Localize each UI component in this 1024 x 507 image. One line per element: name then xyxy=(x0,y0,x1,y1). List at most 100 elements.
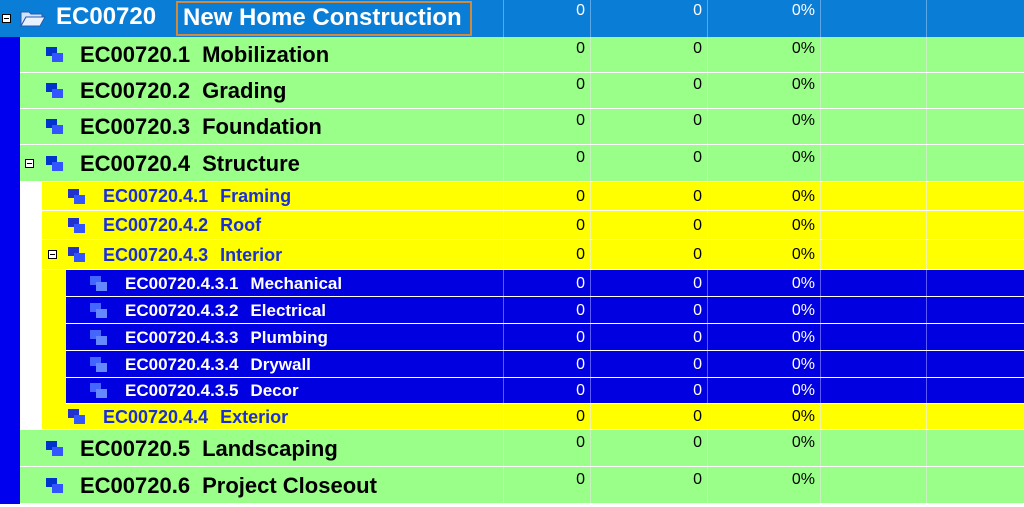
root-title[interactable]: New Home Construction xyxy=(176,1,472,36)
task-row[interactable]: EC00720.4.2 Roof 0 0 0% xyxy=(42,211,1024,240)
task-row[interactable]: EC00720.4.4 Exterior 0 0 0% xyxy=(42,404,1024,430)
column-divider xyxy=(820,240,821,270)
task-name[interactable]: Framing xyxy=(220,186,292,206)
task-block-back xyxy=(46,478,57,487)
task-block-back xyxy=(46,441,57,450)
task-block-back xyxy=(90,276,101,285)
column-divider xyxy=(926,324,927,351)
task-code: EC00720.4.1 xyxy=(103,186,209,206)
task-col2-value: 0 xyxy=(693,217,702,234)
task-code: EC00720.4.3.5 xyxy=(125,381,239,400)
task-block-back xyxy=(46,83,57,92)
collapse-toggle[interactable] xyxy=(48,250,57,259)
root-task-row[interactable]: EC00720 New Home Construction 0 0 0% xyxy=(0,0,1024,37)
task-col2-value: 0 xyxy=(693,408,702,425)
column-divider xyxy=(503,145,504,182)
task-row[interactable]: EC00720.3 Foundation 0 0 0% xyxy=(20,109,1024,145)
collapse-toggle[interactable] xyxy=(25,159,34,168)
root-code: EC00720 xyxy=(56,3,157,30)
column-divider xyxy=(707,351,708,378)
task-col2-value: 0 xyxy=(693,434,702,451)
task-blocks-icon xyxy=(46,119,64,135)
task-row[interactable]: EC00720.6 Project Closeout 0 0 0% xyxy=(20,467,1024,504)
task-row[interactable]: EC00720.4.3.5 Decor 0 0 0% xyxy=(66,378,1024,404)
column-divider xyxy=(926,240,927,270)
task-block-back xyxy=(68,218,79,227)
task-col2-value: 0 xyxy=(693,382,702,399)
task-col3-value: 0% xyxy=(791,217,815,234)
task-name[interactable]: Structure xyxy=(202,151,300,176)
task-row[interactable]: EC00720.2 Grading 0 0 0% xyxy=(20,73,1024,109)
task-name[interactable]: Electrical xyxy=(250,301,327,320)
column-divider xyxy=(926,404,927,430)
column-divider xyxy=(926,211,927,240)
task-name[interactable]: Interior xyxy=(220,245,283,265)
task-row[interactable]: EC00720.4.3.2 Electrical 0 0 0% xyxy=(66,297,1024,324)
task-code: EC00720.4.3.1 xyxy=(125,274,239,293)
column-divider xyxy=(590,0,591,37)
row-divider xyxy=(42,239,1024,240)
task-block-front xyxy=(96,363,107,372)
task-row[interactable]: EC00720.4.3.1 Mechanical 0 0 0% xyxy=(66,270,1024,297)
task-name[interactable]: Foundation xyxy=(202,114,322,139)
task-row[interactable]: EC00720.4.3 Interior 0 0 0% xyxy=(42,240,1024,270)
task-name[interactable]: Drywall xyxy=(250,355,311,374)
task-block-front xyxy=(74,224,85,233)
column-divider xyxy=(590,270,591,297)
task-block-front xyxy=(52,89,63,98)
column-divider xyxy=(926,109,927,145)
column-divider xyxy=(707,467,708,504)
task-name[interactable]: Landscaping xyxy=(202,436,338,461)
task-col2-value: 0 xyxy=(693,76,702,93)
task-name[interactable]: Roof xyxy=(220,215,262,235)
task-name[interactable]: Project Closeout xyxy=(202,473,377,498)
task-blocks-icon xyxy=(46,156,64,172)
task-blocks-icon xyxy=(46,47,64,63)
task-col1-value: 0 xyxy=(576,112,585,129)
task-name[interactable]: Exterior xyxy=(220,407,289,427)
task-block-back xyxy=(68,247,79,256)
task-col1-value: 0 xyxy=(576,149,585,166)
collapse-toggle[interactable] xyxy=(2,14,11,23)
task-col1-value: 0 xyxy=(576,302,585,319)
column-divider xyxy=(820,182,821,211)
column-divider xyxy=(926,297,927,324)
column-divider xyxy=(820,0,821,37)
row-divider xyxy=(20,144,1024,145)
task-name[interactable]: Decor xyxy=(250,381,299,400)
column-divider xyxy=(926,73,927,109)
task-blocks-icon xyxy=(68,247,86,263)
task-row[interactable]: EC00720.5 Landscaping 0 0 0% xyxy=(20,430,1024,467)
task-col1-value: 0 xyxy=(576,434,585,451)
task-row[interactable]: EC00720.4.1 Framing 0 0 0% xyxy=(42,182,1024,211)
task-col1-value: 0 xyxy=(576,329,585,346)
task-col1-value: 0 xyxy=(576,408,585,425)
task-block-back xyxy=(68,409,79,418)
task-block-front xyxy=(96,336,107,345)
task-row[interactable]: EC00720.1 Mobilization 0 0 0% xyxy=(20,37,1024,73)
column-divider xyxy=(590,351,591,378)
task-row[interactable]: EC00720.4.3.3 Plumbing 0 0 0% xyxy=(66,324,1024,351)
task-name[interactable]: Plumbing xyxy=(250,328,328,347)
task-row[interactable]: EC00720.4 Structure 0 0 0% xyxy=(20,145,1024,182)
column-divider xyxy=(820,37,821,73)
row-divider xyxy=(42,429,1024,430)
column-divider xyxy=(707,378,708,404)
task-col3-value: 0% xyxy=(791,76,815,93)
task-col3-value: 0% xyxy=(791,434,815,451)
task-blocks-icon xyxy=(68,189,86,205)
task-col3-value: 0% xyxy=(791,329,815,346)
task-block-front xyxy=(74,253,85,262)
task-col3-value: 0% xyxy=(791,471,815,488)
task-col1-value: 0 xyxy=(576,76,585,93)
column-divider xyxy=(820,467,821,504)
row-divider xyxy=(20,466,1024,467)
task-block-front xyxy=(52,447,63,456)
task-row[interactable]: EC00720.4.3.4 Drywall 0 0 0% xyxy=(66,351,1024,378)
task-name[interactable]: Mechanical xyxy=(250,274,343,293)
task-name[interactable]: Grading xyxy=(202,78,287,103)
column-divider xyxy=(503,240,504,270)
column-divider xyxy=(926,37,927,73)
task-name[interactable]: Mobilization xyxy=(202,42,330,67)
column-divider xyxy=(820,73,821,109)
